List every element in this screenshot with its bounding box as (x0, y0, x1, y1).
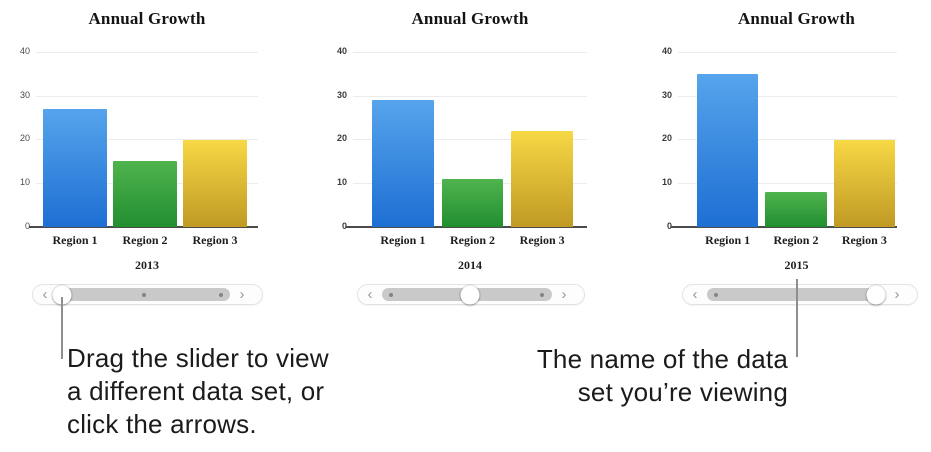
y-tick-label: 30 (661, 90, 672, 100)
chart-title: Annual Growth (411, 9, 529, 28)
bar-region-3 (511, 130, 574, 227)
bar-region-2 (113, 161, 177, 227)
y-tick-label: 30 (19, 90, 30, 100)
y-tick-label: 10 (661, 177, 672, 187)
category-label: Region 3 (841, 233, 887, 247)
y-tick-label: 10 (19, 177, 30, 187)
dataset-slider[interactable]: ‹ › (32, 284, 263, 305)
bar-region-1 (43, 108, 107, 227)
category-label: Region 1 (52, 233, 98, 247)
y-tick-label: 40 (661, 46, 672, 56)
gridline (353, 52, 587, 53)
bar-region-1 (372, 100, 434, 227)
gridline (678, 52, 897, 53)
chart-title: Annual Growth (737, 9, 856, 28)
callout-line-slider (61, 297, 63, 359)
x-axis-line (29, 226, 258, 228)
slider-position-dot (388, 292, 393, 297)
slider-track[interactable] (382, 285, 552, 304)
slider-position-dot (713, 292, 718, 297)
dataset-name-label: 2014 (458, 258, 482, 272)
bar-region-2 (441, 178, 504, 227)
y-tick-label: 40 (19, 46, 30, 56)
category-labels: Region 1 Region 2 Region 3 (678, 233, 897, 248)
chart-plot-area (346, 52, 587, 228)
y-tick-label: 30 (336, 90, 347, 100)
next-dataset-arrow-button[interactable]: › (239, 286, 245, 303)
x-axis-line (671, 226, 897, 228)
y-tick-label: 40 (336, 46, 347, 56)
y-tick-label: 20 (19, 133, 30, 143)
slider-thumb[interactable] (460, 285, 480, 304)
callout-line-dataset-name (796, 279, 798, 357)
gridline (36, 139, 258, 140)
slider-track[interactable] (52, 285, 230, 304)
gridline (678, 183, 897, 184)
category-label: Region 1 (380, 233, 426, 247)
chart-title: Annual Growth (88, 9, 206, 28)
slider-position-dot (219, 292, 224, 297)
y-tick-label: 10 (336, 177, 347, 187)
y-tick-label: 20 (336, 133, 347, 143)
gridline (353, 139, 587, 140)
dataset-slider[interactable]: ‹ › (357, 284, 585, 305)
slider-position-dot (539, 292, 544, 297)
dataset-name-label: 2013 (135, 258, 159, 272)
dataset-name-label: 2015 (784, 258, 809, 272)
category-labels: Region 1 Region 2 Region 3 (36, 233, 258, 248)
chart-panel-2013: Annual Growth 40 30 20 10 0 Region 1 Reg… (0, 0, 311, 312)
y-tick-label: 20 (661, 133, 672, 143)
next-dataset-arrow-button[interactable]: › (894, 286, 900, 303)
category-labels: Region 1 Region 2 Region 3 (353, 233, 587, 248)
gridline (678, 139, 897, 140)
category-label: Region 2 (773, 233, 819, 247)
next-dataset-arrow-button[interactable]: › (561, 286, 567, 303)
category-label: Region 3 (192, 233, 238, 247)
bar-group (36, 52, 258, 227)
chart-plot-area (671, 52, 897, 228)
category-label: Region 2 (122, 233, 168, 247)
y-tick-label: 0 (666, 221, 672, 231)
category-label: Region 3 (519, 233, 565, 247)
slider-help-note: Drag the slider to view a different data… (67, 343, 329, 439)
gridline (353, 96, 587, 97)
gridline (36, 52, 258, 53)
bar-region-3 (183, 139, 247, 227)
previous-dataset-arrow-button[interactable]: ‹ (42, 286, 48, 303)
bar-group (353, 52, 587, 227)
bar-region-2 (765, 192, 827, 227)
category-label: Region 1 (705, 233, 751, 247)
slider-position-dot (141, 292, 146, 297)
slider-thumb[interactable] (866, 285, 886, 304)
y-tick-label: 0 (24, 221, 30, 231)
gridline (678, 96, 897, 97)
dataset-slider[interactable]: ‹ › (682, 284, 918, 305)
category-label: Region 2 (450, 233, 495, 247)
previous-dataset-arrow-button[interactable]: ‹ (367, 286, 373, 303)
slider-thumb[interactable] (52, 285, 72, 304)
y-tick-label: 0 (341, 221, 347, 231)
dataset-name-help-note: The name of the data set you’re viewing (536, 344, 788, 407)
x-axis-line (346, 226, 587, 228)
gridline (36, 96, 258, 97)
bar-group (678, 52, 897, 227)
chart-panel-2014: Annual Growth 40 30 20 10 0 Region 1 Reg… (310, 0, 621, 312)
chart-panel-2015: Annual Growth 40 30 20 10 0 Region 1 Reg… (620, 0, 931, 312)
chart-plot-area (29, 52, 258, 228)
bar-region-3 (833, 139, 895, 227)
previous-dataset-arrow-button[interactable]: ‹ (692, 286, 698, 303)
bar-region-1 (697, 73, 759, 227)
